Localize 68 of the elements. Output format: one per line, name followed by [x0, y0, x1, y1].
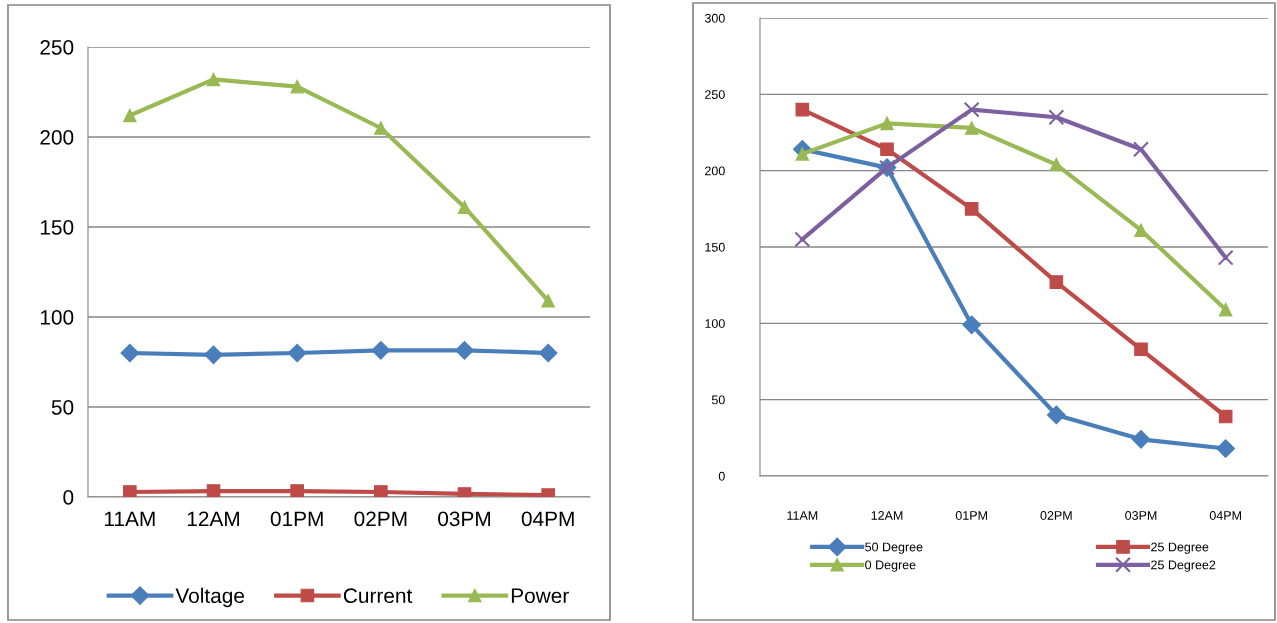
x-tick-label: 11AM: [104, 511, 155, 526]
point: [1218, 409, 1233, 424]
x-tick-label: 02PM: [354, 511, 407, 527]
point: [1131, 429, 1151, 449]
legend-label: Current: [343, 588, 413, 604]
y-tick-label: 100: [40, 310, 74, 325]
point: [1217, 249, 1234, 266]
y-tick-label: 150: [40, 220, 74, 235]
x-tick-label: 04PM: [521, 511, 574, 527]
point: [123, 485, 137, 497]
point: [120, 343, 140, 363]
y-tick-label: 200: [40, 130, 74, 145]
y-tick-label: 200: [705, 166, 725, 176]
point: [794, 231, 811, 248]
point: [1216, 439, 1236, 458]
point: [963, 101, 980, 118]
point: [1048, 109, 1065, 126]
x-tick-label: 01PM: [270, 511, 323, 527]
legend-label: 0 Degree: [865, 560, 916, 572]
y-tick-label: 0: [63, 490, 74, 505]
y-tick-label: 250: [40, 40, 74, 55]
x-tick-label: 03PM: [438, 511, 490, 527]
point: [1218, 302, 1233, 317]
legend-label: Voltage: [175, 587, 244, 608]
y-tick-label: 0: [718, 471, 725, 481]
y-tick-label: 250: [705, 90, 725, 99]
y-tick-label: 300: [704, 13, 725, 23]
point: [964, 202, 979, 216]
point: [204, 345, 223, 365]
point: [880, 142, 894, 157]
point: [1049, 275, 1064, 289]
y-tick-label: 50: [51, 400, 74, 415]
point: [880, 116, 894, 131]
point: [795, 102, 810, 117]
point: [290, 79, 304, 94]
point: [206, 72, 221, 87]
legend-label: 50 Degree: [865, 542, 923, 554]
x-tick-label: 01PM: [955, 511, 987, 520]
y-tick-label: 100: [705, 319, 725, 328]
point: [964, 121, 979, 135]
point: [1046, 405, 1066, 425]
x-tick-label: 12AM: [187, 511, 239, 526]
point: [287, 343, 307, 363]
point: [290, 484, 304, 497]
point: [1134, 342, 1148, 357]
point: [1049, 157, 1064, 172]
point: [206, 484, 221, 497]
point: [455, 340, 474, 360]
legend-label: 25 Degree2: [1151, 560, 1216, 572]
x-tick-label: 02PM: [1040, 511, 1072, 520]
point: [374, 121, 388, 135]
point: [374, 485, 388, 497]
point: [1134, 223, 1148, 238]
x-tick-label: 04PM: [1209, 511, 1241, 520]
point: [123, 108, 137, 123]
point: [1133, 141, 1149, 158]
point: [457, 200, 472, 215]
point: [371, 340, 391, 360]
legend-label: Power: [511, 588, 569, 604]
y-tick-label: 50: [711, 395, 725, 405]
x-tick-label: 03PM: [1125, 511, 1157, 520]
legend-label: 25 Degree: [1151, 542, 1209, 554]
x-tick-label: 12AM: [871, 511, 903, 520]
y-tick-label: 150: [705, 242, 725, 252]
point: [538, 343, 558, 363]
x-tick-label: 11AM: [787, 511, 818, 520]
point: [962, 315, 982, 335]
point: [541, 293, 555, 308]
